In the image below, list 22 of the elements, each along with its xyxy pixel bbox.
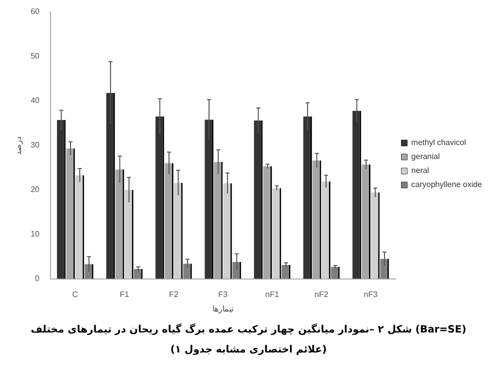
y-axis-title: درصد — [14, 136, 24, 155]
y-tick-label: 20 — [30, 185, 40, 194]
y-tick-label: 40 — [30, 96, 40, 106]
x-tick-label: nF1 — [265, 290, 280, 299]
y-tick-label: 10 — [30, 230, 40, 239]
x-tick-label: F1 — [120, 290, 130, 299]
x-tick-label: C — [72, 290, 78, 299]
x-tick-label: nF3 — [364, 290, 378, 299]
legend-label: geranial — [411, 152, 440, 162]
y-tick-label: 30 — [30, 140, 40, 150]
legend-label: caryophyllene oxide — [411, 180, 483, 190]
legend-label: neral — [411, 166, 430, 176]
y-tick-label: 60 — [30, 7, 40, 16]
legend-label: methyl chavicol — [411, 138, 466, 148]
x-tick-label: nF2 — [314, 290, 329, 299]
x-tick-label: F3 — [218, 290, 228, 299]
text: شکل ۲ –نمودار میانگین چهار ترکیب عمده برگ گیاه ریحان در تیمارهای مختلف (Bar=SE) — [30, 322, 466, 336]
x-tick-label: F2 — [168, 290, 179, 299]
y-tick-label: 50 — [30, 52, 40, 61]
x-axis-title: تیمارها — [212, 304, 234, 314]
y-tick-label: 0 — [35, 274, 40, 284]
text: (علائم اختصاری مشابه جدول ۱) — [170, 344, 327, 356]
